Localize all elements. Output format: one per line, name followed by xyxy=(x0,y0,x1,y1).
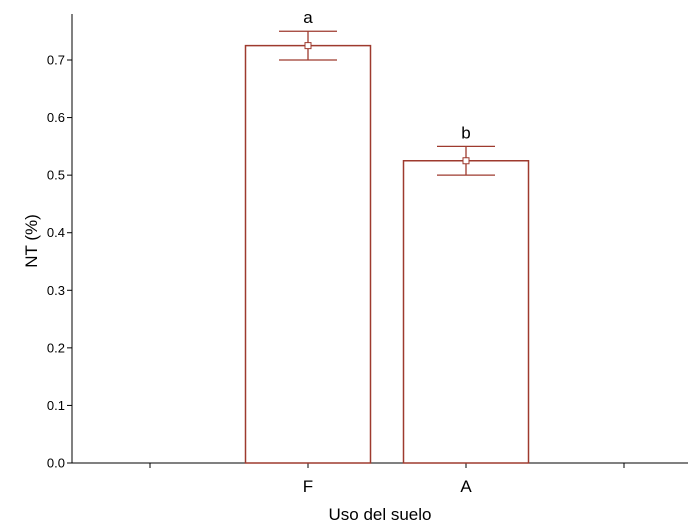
error-bars xyxy=(279,30,495,176)
mean-marker xyxy=(462,157,470,165)
bars xyxy=(244,44,530,464)
significance-label: b xyxy=(461,123,470,142)
significance-label: a xyxy=(303,8,313,27)
y-tick-label: 0.4 xyxy=(47,225,65,240)
bar-F xyxy=(244,44,372,464)
y-tick-label: 0.3 xyxy=(47,283,65,298)
x-tick-label: F xyxy=(303,477,313,496)
bar-A xyxy=(402,160,530,464)
y-tick-label: 0.1 xyxy=(47,398,65,413)
x-tick-label: A xyxy=(460,477,472,496)
mean-marker xyxy=(304,42,312,50)
labels: Fa Ab xyxy=(303,8,473,496)
x-axis-title: Uso del suelo xyxy=(328,505,431,524)
y-tick-label: 0.2 xyxy=(47,340,65,355)
y-axis-title: NT (%) xyxy=(22,214,41,268)
y-tick-label: 0.0 xyxy=(47,456,65,471)
y-tick-label: 0.5 xyxy=(47,168,65,183)
y-axis: 0.0 0.1 0.2 0.3 0.4 0.5 0.6 0.7 xyxy=(47,14,73,471)
y-tick-label: 0.6 xyxy=(47,110,65,125)
y-tick-label: 0.7 xyxy=(47,53,65,68)
x-axis xyxy=(72,462,688,468)
